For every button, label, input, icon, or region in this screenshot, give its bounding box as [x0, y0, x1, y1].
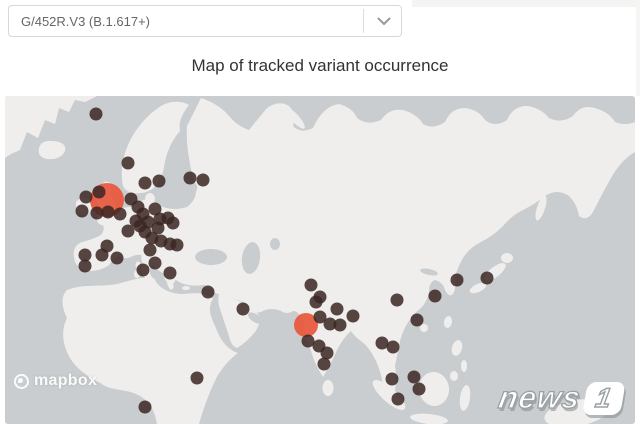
variant-occurrence-dot[interactable] [183, 171, 197, 185]
variant-occurrence-dot[interactable] [138, 176, 152, 190]
variant-occurrence-dot[interactable] [309, 295, 323, 309]
variant-occurrence-dot[interactable] [317, 357, 331, 371]
mapbox-icon [14, 373, 29, 389]
variant-occurrence-dot[interactable] [148, 202, 162, 216]
variant-occurrence-dot[interactable] [333, 318, 347, 332]
chevron-down-icon[interactable] [377, 17, 391, 26]
variant-occurrence-dot[interactable] [304, 278, 318, 292]
variant-occurrence-dot[interactable] [90, 206, 104, 220]
variant-occurrence-dot[interactable] [385, 372, 399, 386]
variant-occurrence-dot[interactable] [78, 248, 92, 262]
variant-occurrence-dot[interactable] [410, 313, 424, 327]
variant-occurrence-dot[interactable] [152, 174, 166, 188]
news1-wordmark: news [496, 379, 585, 415]
variant-occurrence-dot[interactable] [100, 239, 114, 253]
mapbox-logo[interactable]: mapbox [14, 372, 97, 390]
selector-divider [363, 9, 364, 33]
variant-occurrence-dot[interactable] [143, 243, 157, 257]
variant-occurrence-dot[interactable] [133, 219, 147, 233]
variant-occurrence-dot[interactable] [75, 204, 89, 218]
variant-occurrence-dot[interactable] [89, 107, 103, 121]
page-title: Map of tracked variant occurrence [191, 56, 449, 75]
variant-occurrence-dot[interactable] [136, 263, 150, 277]
mapbox-wordmark: mapbox [34, 372, 98, 389]
variant-occurrence-dot[interactable] [151, 221, 165, 235]
news1-watermark: news 1 [496, 379, 626, 416]
variant-occurrence-dot[interactable] [78, 259, 92, 273]
variant-occurrence-dot[interactable] [92, 185, 106, 199]
variant-occurrence-dot[interactable] [386, 340, 400, 354]
variant-occurrence-dot[interactable] [101, 205, 115, 219]
page-top-strip [412, 0, 640, 7]
variant-occurrence-dot[interactable] [201, 285, 215, 299]
variant-occurrence-dot[interactable] [346, 309, 360, 323]
variant-occurrence-dot[interactable] [330, 302, 344, 316]
variant-occurrence-dot[interactable] [79, 190, 93, 204]
variant-occurrence-dot[interactable] [166, 216, 180, 230]
variant-occurrence-dot[interactable] [113, 207, 127, 221]
variant-occurrence-dot[interactable] [480, 271, 494, 285]
variant-occurrence-dot[interactable] [196, 173, 210, 187]
variant-occurrence-dot[interactable] [301, 334, 315, 348]
variant-occurrence-dot[interactable] [170, 238, 184, 252]
variant-selector-value: G/452R.V3 (B.1.617+) [21, 13, 150, 29]
variant-occurrence-dot[interactable] [407, 370, 421, 384]
variant-occurrence-dot[interactable] [391, 392, 405, 406]
data-points-layer [5, 96, 635, 424]
variant-occurrence-dot[interactable] [390, 293, 404, 307]
variant-occurrence-dot[interactable] [313, 310, 327, 324]
variant-occurrence-dot[interactable] [190, 371, 204, 385]
variant-occurrence-dot[interactable] [148, 256, 162, 270]
variant-occurrence-dot[interactable] [138, 400, 152, 414]
variant-occurrence-dot[interactable] [412, 382, 426, 396]
variant-occurrence-dot[interactable] [121, 224, 135, 238]
variant-occurrence-dot[interactable] [110, 251, 124, 265]
page-right-strip [636, 0, 640, 96]
variant-occurrence-dot[interactable] [163, 266, 177, 280]
variant-occurrence-dot[interactable] [320, 346, 334, 360]
variant-occurrence-dot[interactable] [428, 289, 442, 303]
variant-occurrence-dot[interactable] [375, 336, 389, 350]
variant-selector[interactable]: G/452R.V3 (B.1.617+) [8, 5, 402, 37]
variant-occurrence-dot[interactable] [236, 302, 250, 316]
news1-badge: 1 [582, 381, 626, 415]
variant-occurrence-dot[interactable] [323, 317, 337, 331]
variant-occurrence-map[interactable]: mapbox news 1 [5, 96, 635, 424]
variant-occurrence-dot[interactable] [121, 156, 135, 170]
variant-occurrence-dot[interactable] [450, 273, 464, 287]
